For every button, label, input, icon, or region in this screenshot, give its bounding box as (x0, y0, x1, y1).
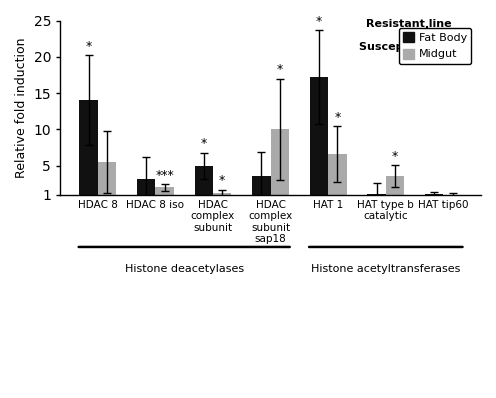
Text: Histone acetyltransferases: Histone acetyltransferases (311, 264, 460, 274)
Bar (425, 193, 443, 195)
Text: *: * (277, 63, 283, 76)
Legend: Fat Body, Midgut: Fat Body, Midgut (399, 28, 471, 64)
Bar (213, 193, 232, 195)
Text: Histone deacetylases: Histone deacetylases (124, 264, 244, 274)
Text: Resistant line
v.s
Susceptible line: Resistant line v.s Susceptible line (359, 19, 459, 52)
Bar (252, 176, 271, 195)
Text: *: * (316, 15, 322, 28)
Bar (98, 162, 116, 195)
Bar (328, 154, 347, 195)
Text: *: * (219, 174, 225, 187)
Text: *: * (392, 150, 398, 163)
Bar (155, 187, 174, 195)
Y-axis label: Relative fold induction: Relative fold induction (15, 37, 28, 178)
Bar (310, 77, 328, 195)
Text: ***: *** (155, 169, 174, 181)
Bar (79, 100, 98, 195)
Text: *: * (85, 40, 92, 53)
Bar (194, 166, 213, 195)
Bar (386, 176, 404, 195)
Bar (137, 179, 155, 195)
Text: *: * (334, 111, 341, 124)
Bar (271, 129, 289, 195)
Text: *: * (201, 137, 207, 150)
